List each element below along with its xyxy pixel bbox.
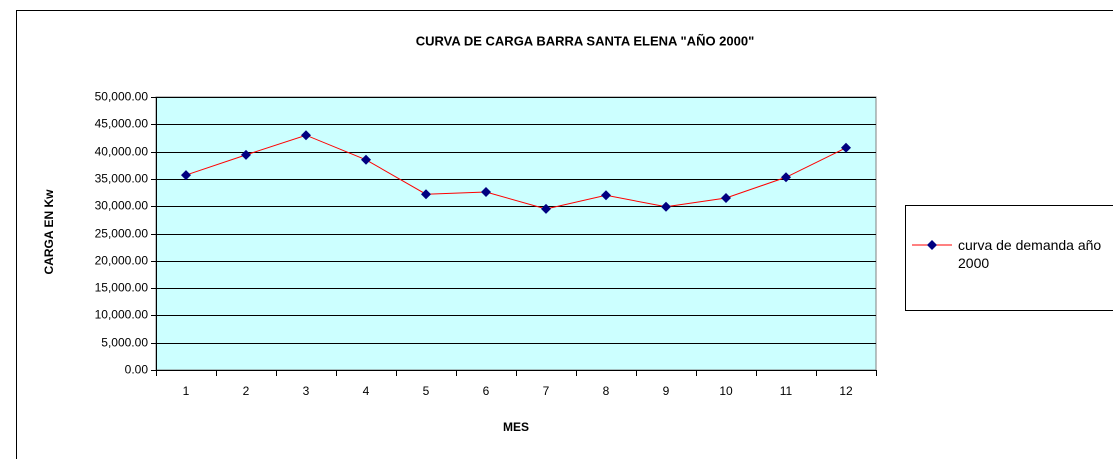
series-line	[185, 134, 847, 210]
x-tick-label: 1	[183, 384, 190, 398]
y-tick-label: 35,000.00	[95, 172, 149, 186]
x-tick-label: 8	[603, 384, 610, 398]
x-tick-label: 5	[423, 384, 430, 398]
point-marker	[421, 189, 431, 200]
point-marker	[181, 170, 191, 181]
x-tick-label: 6	[483, 384, 490, 398]
x-tick-label: 12	[839, 384, 853, 398]
y-axis-label: CARGA EN Kw	[42, 189, 56, 275]
x-tick-label: 7	[543, 384, 550, 398]
x-tick-label: 3	[303, 384, 310, 398]
x-tick-label: 9	[663, 384, 670, 398]
x-tick-label: 2	[243, 384, 250, 398]
x-tick-label: 4	[363, 384, 370, 398]
point-marker	[301, 130, 311, 141]
x-tick-label: 11	[780, 384, 793, 398]
x-tick-label: 10	[719, 384, 733, 398]
y-tick-label: 45,000.00	[95, 117, 149, 131]
y-tick-label: 20,000.00	[95, 254, 149, 268]
legend-label: curva de demanda año 2000	[958, 237, 1102, 271]
y-tick-label: 0.00	[125, 363, 149, 377]
point-marker	[661, 201, 671, 212]
point-marker	[541, 203, 551, 214]
point-marker	[601, 190, 611, 201]
point-marker	[721, 193, 731, 204]
legend-box	[905, 205, 1113, 311]
point-marker	[841, 142, 851, 153]
y-tick-label: 25,000.00	[95, 227, 149, 241]
legend-marker	[927, 240, 937, 250]
point-marker	[241, 149, 251, 160]
y-tick-label: 15,000.00	[95, 281, 149, 295]
chart-title: CURVA DE CARGA BARRA SANTA ELENA "AÑO 20…	[416, 33, 755, 48]
point-marker	[361, 154, 371, 165]
point-marker	[481, 187, 491, 198]
y-tick-label: 30,000.00	[95, 199, 149, 213]
y-tick-label: 5,000.00	[101, 336, 148, 350]
plot-area	[155, 96, 877, 371]
point-marker	[781, 172, 791, 183]
y-tick-label: 50,000.00	[95, 90, 149, 104]
x-axis-label: MES	[503, 420, 529, 434]
y-tick-label: 10,000.00	[95, 308, 149, 322]
y-tick-label: 40,000.00	[95, 145, 149, 159]
